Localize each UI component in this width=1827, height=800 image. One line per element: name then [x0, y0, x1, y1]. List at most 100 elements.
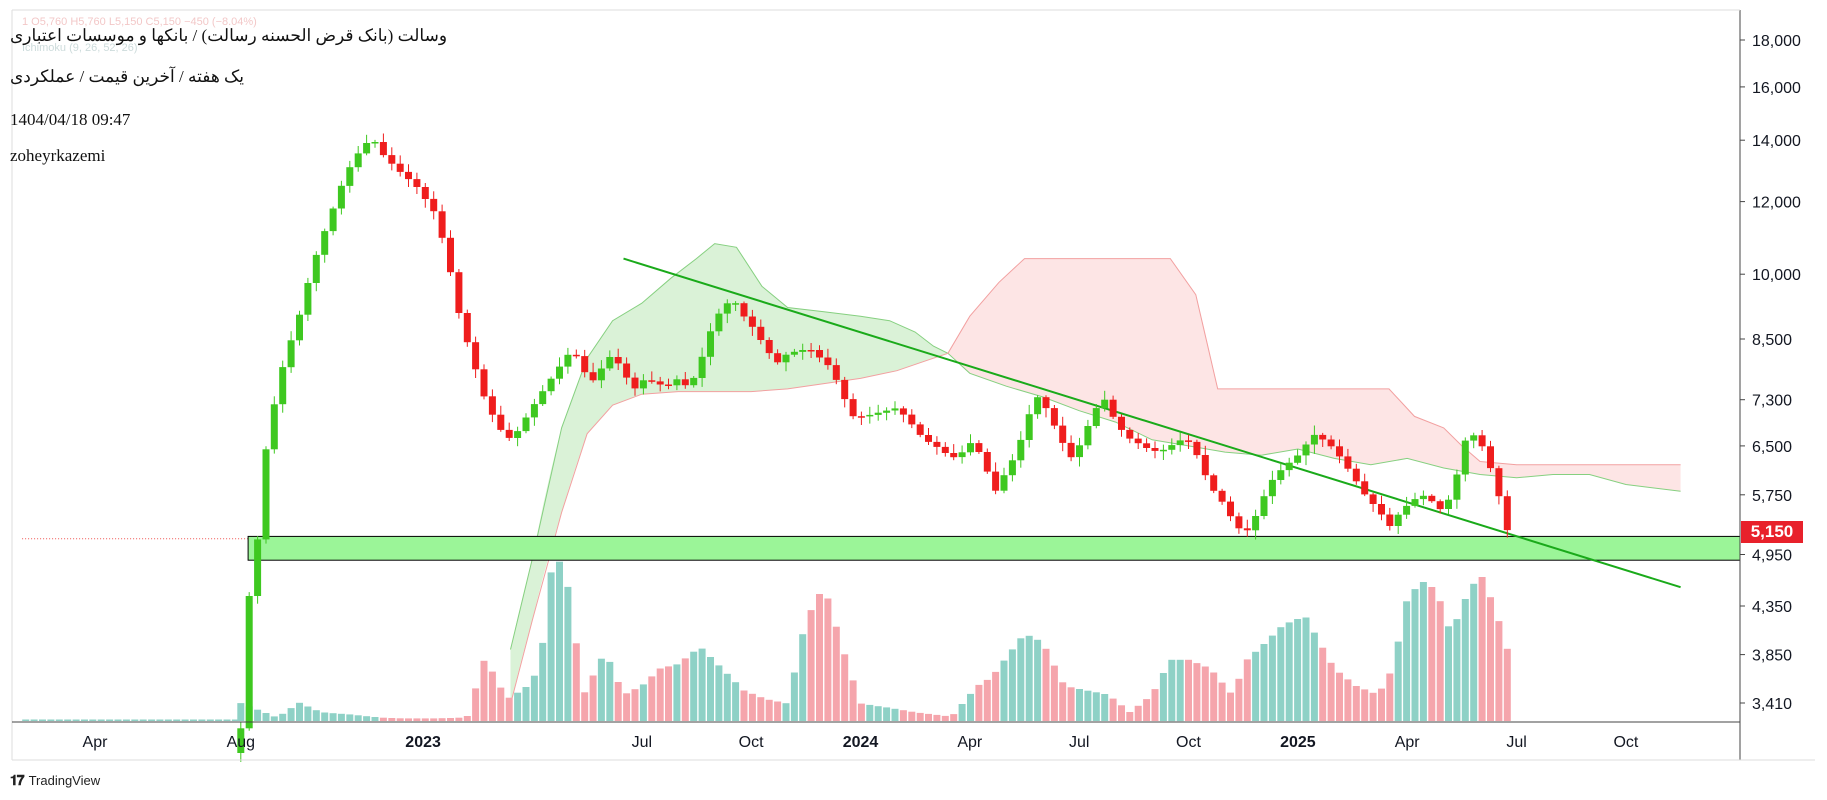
candle[interactable]: [413, 172, 421, 194]
candle[interactable]: [832, 358, 840, 385]
support-zone-rect[interactable]: [247, 535, 1741, 561]
candle[interactable]: [1336, 439, 1343, 464]
candle[interactable]: [698, 347, 706, 387]
candle[interactable]: [681, 372, 689, 389]
candle[interactable]: [1361, 473, 1369, 497]
candle[interactable]: [807, 343, 815, 358]
candle[interactable]: [757, 319, 765, 345]
candle[interactable]: [337, 180, 345, 215]
candle[interactable]: [455, 269, 463, 319]
candle[interactable]: [1176, 432, 1184, 452]
candle[interactable]: [1084, 419, 1092, 450]
candle[interactable]: [1428, 494, 1436, 503]
candle[interactable]: [891, 401, 899, 415]
support-zone[interactable]: [22, 535, 1741, 561]
candle[interactable]: [899, 406, 907, 423]
candle[interactable]: [589, 362, 597, 383]
candle[interactable]: [1092, 404, 1100, 429]
candle[interactable]: [1101, 390, 1109, 412]
tradingview-brand[interactable]: 𝟏𝟕 TradingView: [10, 772, 100, 789]
candle[interactable]: [480, 364, 488, 400]
candle[interactable]: [975, 440, 983, 454]
candle[interactable]: [648, 371, 656, 384]
candle[interactable]: [824, 348, 832, 370]
candle[interactable]: [1327, 435, 1335, 450]
candle[interactable]: [941, 442, 949, 457]
time-axis[interactable]: Apr Aug 2023 Jul Oct 2024 Apr Jul Oct 2025 Apr Jul O…: [12, 721, 1815, 761]
candle[interactable]: [933, 436, 941, 455]
candle[interactable]: [363, 134, 371, 156]
candle[interactable]: [262, 446, 270, 544]
candle[interactable]: [430, 191, 438, 220]
candle[interactable]: [1159, 444, 1167, 460]
candle[interactable]: [782, 351, 790, 372]
candle[interactable]: [665, 378, 672, 390]
candle[interactable]: [950, 444, 958, 461]
candle[interactable]: [1277, 462, 1285, 485]
candle[interactable]: [690, 376, 698, 388]
candle[interactable]: [740, 301, 748, 322]
candle[interactable]: [514, 426, 522, 447]
candle[interactable]: [556, 357, 563, 385]
candle[interactable]: [1126, 427, 1134, 444]
candle[interactable]: [405, 164, 412, 187]
candle[interactable]: [1495, 465, 1503, 505]
candle[interactable]: [883, 407, 891, 421]
candle[interactable]: [992, 462, 1000, 495]
candle[interactable]: [597, 360, 605, 389]
candle[interactable]: [1050, 405, 1058, 430]
candle[interactable]: [296, 310, 303, 346]
candle[interactable]: [530, 398, 538, 426]
candle[interactable]: [816, 345, 823, 363]
candle[interactable]: [522, 413, 530, 434]
candle[interactable]: [1319, 432, 1327, 447]
candle[interactable]: [1000, 467, 1008, 494]
candle[interactable]: [1168, 438, 1176, 455]
candle[interactable]: [857, 411, 865, 425]
candle[interactable]: [656, 376, 664, 392]
candle[interactable]: [1218, 488, 1226, 505]
candle[interactable]: [715, 308, 723, 336]
candle[interactable]: [447, 230, 454, 276]
candle[interactable]: [874, 404, 882, 421]
candle[interactable]: [1411, 492, 1419, 508]
candle[interactable]: [1260, 489, 1268, 520]
candle[interactable]: [1210, 473, 1218, 494]
candle[interactable]: [421, 183, 429, 208]
candle[interactable]: [1470, 432, 1478, 449]
candle[interactable]: [245, 592, 253, 731]
candle[interactable]: [774, 349, 782, 365]
candle[interactable]: [790, 348, 798, 357]
candle[interactable]: [346, 160, 354, 193]
candle[interactable]: [572, 349, 580, 359]
candle[interactable]: [1076, 437, 1083, 467]
candle[interactable]: [379, 133, 387, 158]
candle[interactable]: [1151, 441, 1159, 459]
candle[interactable]: [329, 206, 337, 236]
candle[interactable]: [614, 348, 622, 370]
candle[interactable]: [866, 406, 874, 424]
candle[interactable]: [967, 434, 974, 456]
candle[interactable]: [1185, 434, 1192, 449]
candle[interactable]: [354, 146, 362, 172]
candle[interactable]: [1201, 445, 1209, 481]
candle[interactable]: [463, 309, 471, 347]
candle[interactable]: [1403, 496, 1411, 519]
candle[interactable]: [1453, 469, 1461, 509]
candle[interactable]: [488, 389, 496, 423]
candle[interactable]: [1487, 440, 1494, 473]
candle[interactable]: [547, 376, 555, 396]
candle[interactable]: [908, 409, 916, 429]
candle[interactable]: [1118, 414, 1125, 437]
candle[interactable]: [925, 428, 932, 445]
candle[interactable]: [1419, 490, 1427, 506]
candle[interactable]: [497, 405, 505, 432]
candle[interactable]: [1378, 495, 1385, 521]
candle[interactable]: [1134, 433, 1142, 449]
candle[interactable]: [983, 448, 991, 474]
candle[interactable]: [1445, 495, 1452, 515]
candle[interactable]: [1478, 430, 1486, 451]
candle[interactable]: [1067, 435, 1075, 462]
candle[interactable]: [581, 349, 589, 378]
